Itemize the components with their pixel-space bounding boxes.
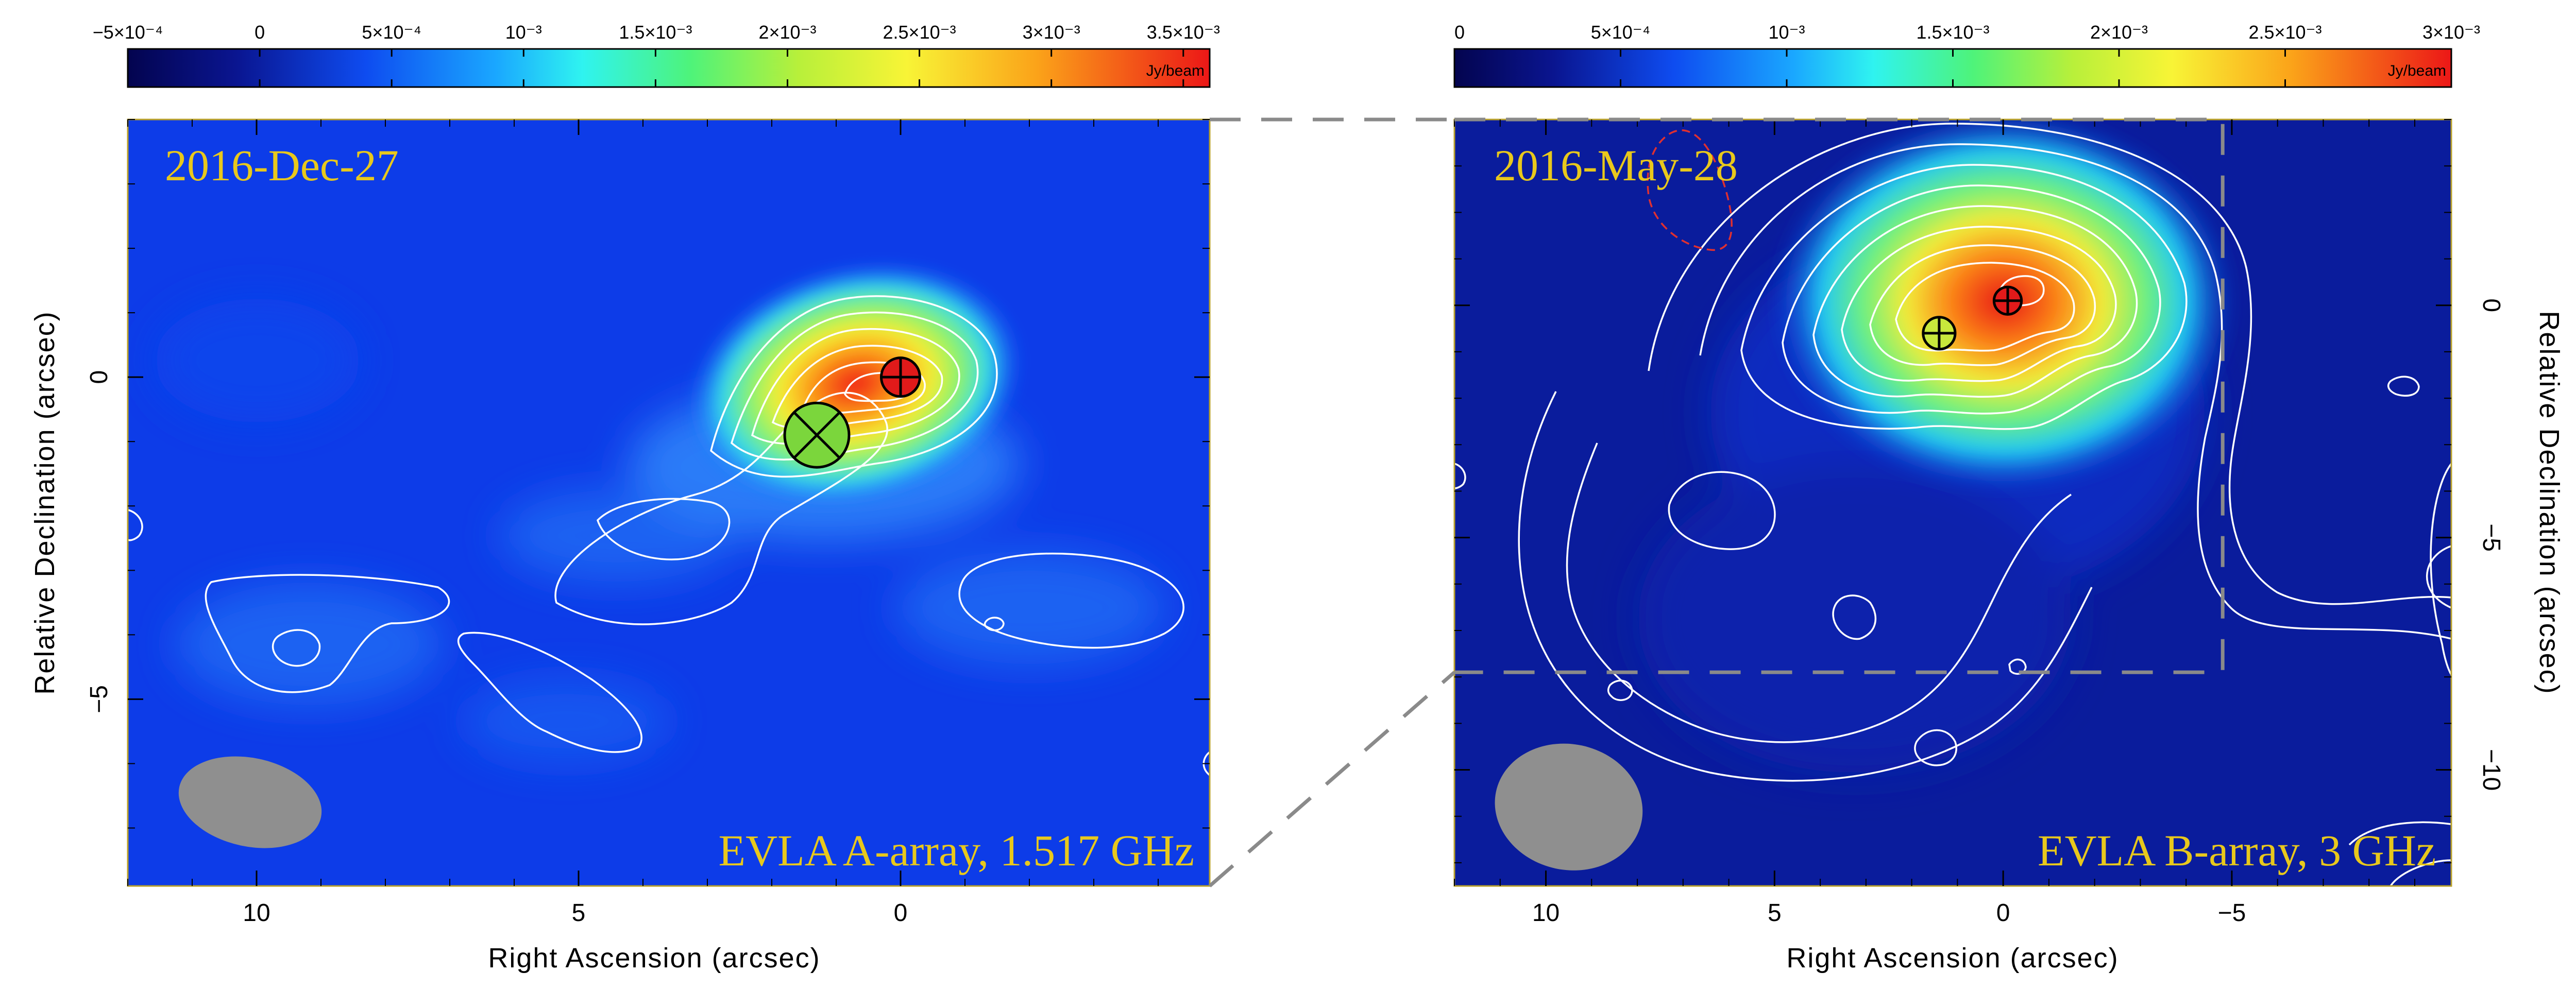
panel-right-ticks: 10 5 0 −5 0 −5 −10 [1454,119,2505,927]
panel-left-frame [127,118,1211,887]
zoom-connector-bottom [1208,671,1456,888]
colorbar-tick-label: 1.5×10⁻³ [619,22,692,43]
x-tick-label: 5 [572,899,586,927]
panel-right-negative-contour [1647,129,1733,251]
beam-ellipse [178,756,322,848]
x-tick-label: 0 [1996,899,2010,927]
panel-left-markers [783,356,921,469]
colorbar-left-gradient [127,48,1211,88]
colorbar-tick-label: 10⁻³ [1768,22,1805,43]
panel-left-ticks: 10 5 0 0 −5 [86,119,1210,927]
panel-right-contours [1454,123,2451,886]
panel-right-xlabel: Right Ascension (arcsec) [1786,943,2119,974]
zoom-box-outline [1454,117,2225,674]
x-tick-label: 10 [1532,899,1560,927]
y-tick-label: −5 [86,685,113,713]
colorbar-right: 0 5×10⁻⁴ 10⁻³ 1.5×10⁻³ 2×10⁻³ 2.5×10⁻³ 3×10⁻³ … [1453,22,2480,88]
colorbar-tick-label: 2.5×10⁻³ [2248,22,2321,43]
secondary-marker [783,401,851,469]
peak-marker [880,356,921,398]
panel-right-beam [1495,743,1643,871]
x-tick-label: 0 [894,899,908,927]
panel-left: 10 5 0 0 −5 2016-Dec-27 EVLA A-array, 1.517 … [29,118,1211,974]
beam-ellipse [1495,743,1643,871]
secondary-marker [1922,316,1957,351]
colorbar-tick-label: 2.5×10⁻³ [883,22,956,43]
x-tick-label: 5 [1768,899,1782,927]
colorbar-left-ticks: −5×10⁻⁴ 0 5×10⁻⁴ 10⁻³ 1.5×10⁻³ 2×10⁻³ 2.5×10⁻³… [93,22,1220,87]
zoom-box [1208,117,2225,888]
colorbar-tick-label: −5×10⁻⁴ [93,22,163,43]
peak-marker [1992,285,2023,316]
panel-right-frame [1453,118,2452,887]
colorbar-tick-label: 3×10⁻³ [2422,22,2480,43]
colorbar-tick-label: 0 [255,22,265,43]
y-tick-label: −5 [2478,523,2505,552]
colorbar-tick-label: 2×10⁻³ [2090,22,2148,43]
colorbar-right-ticks: 0 5×10⁻⁴ 10⁻³ 1.5×10⁻³ 2×10⁻³ 2.5×10⁻³ 3×10⁻³ [1453,22,2480,87]
colorbar-tick-label: 0 [1454,22,1465,43]
panel-right-date-label: 2016-May-28 [1494,141,1738,190]
colorbar-tick-label: 3.5×10⁻³ [1147,22,1220,43]
colorbar-right-unit: Jy/beam [2388,62,2446,79]
panel-left-instrument-label: EVLA A-array, 1.517 GHz [719,826,1194,875]
colorbar-tick-label: 2×10⁻³ [758,22,816,43]
panel-left-xlabel: Right Ascension (arcsec) [488,943,820,974]
x-tick-label: 10 [243,899,270,927]
colorbar-tick-label: 1.5×10⁻³ [1916,22,1989,43]
y-tick-label: 0 [2478,298,2505,312]
panel-left-beam [178,756,322,848]
panel-right-ylabel: Relative Declination (arcsec) [2534,311,2565,694]
y-tick-label: −10 [2478,749,2505,791]
colorbar-left-unit: Jy/beam [1146,62,1205,79]
panel-left-ylabel: Relative Declination (arcsec) [29,311,60,694]
x-tick-label: −5 [2218,899,2246,927]
colorbar-tick-label: 5×10⁻⁴ [1591,22,1651,43]
panel-right-instrument-label: EVLA B-array, 3 GHz [2038,826,2436,875]
y-tick-label: 0 [86,370,113,384]
panel-right-markers [1922,285,2023,351]
colorbar-tick-label: 5×10⁻⁴ [362,22,421,43]
colorbar-tick-label: 10⁻³ [505,22,542,43]
panel-right: 10 5 0 −5 0 −5 −10 2016-May-28 EVLA B-array, 3… [1453,118,2565,974]
colorbar-tick-label: 3×10⁻³ [1023,22,1080,43]
panel-left-date-label: 2016-Dec-27 [165,141,399,190]
colorbar-left: −5×10⁻⁴ 0 5×10⁻⁴ 10⁻³ 1.5×10⁻³ 2×10⁻³ 2.5×10⁻³… [93,22,1220,88]
